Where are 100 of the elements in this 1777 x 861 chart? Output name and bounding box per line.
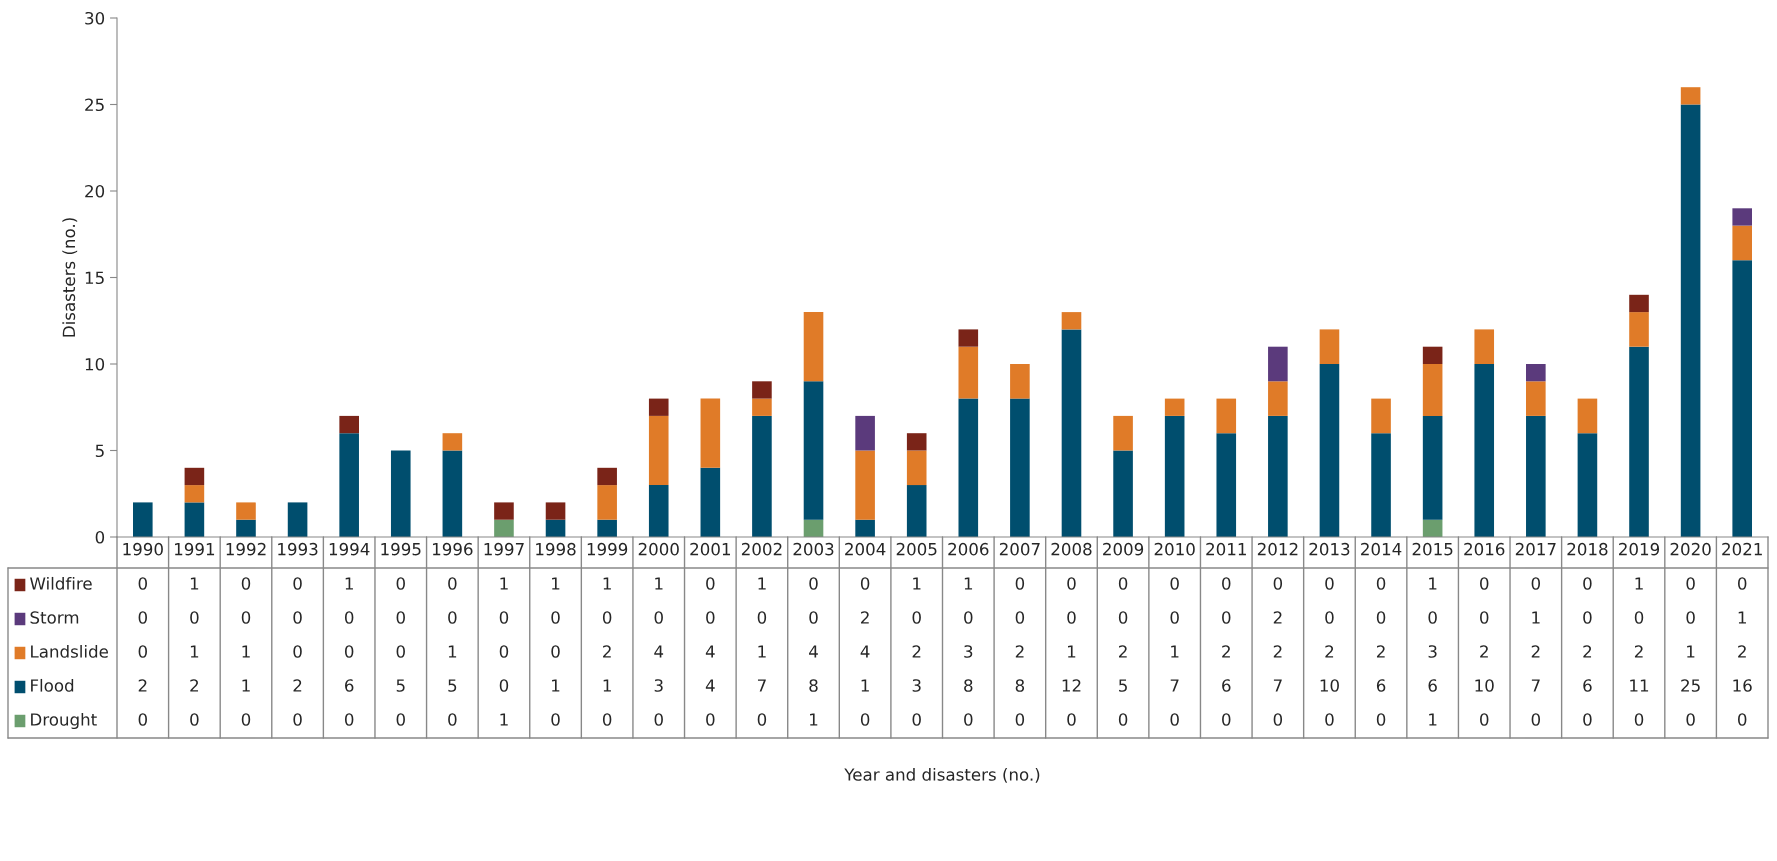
x-tick-label: 1996 <box>432 542 473 556</box>
data-label: 0 <box>1170 611 1179 624</box>
data-label: 0 <box>1273 577 1283 590</box>
bar <box>803 312 824 382</box>
data-label: 2 <box>138 679 147 692</box>
data-label: 0 <box>757 611 767 624</box>
bar <box>1422 364 1443 416</box>
legend-label: Drought <box>31 712 97 730</box>
data-label: 0 <box>964 611 973 624</box>
bar <box>700 398 721 468</box>
x-tick-label: 2021 <box>1722 542 1762 556</box>
data-label: 7 <box>1273 679 1282 692</box>
data-label: 1 <box>1738 611 1746 624</box>
bar <box>1422 415 1443 520</box>
y-axis-title: Disasters (no.) <box>62 218 78 337</box>
bar <box>855 450 875 520</box>
bar <box>752 415 772 537</box>
bar <box>1680 104 1701 537</box>
data-label: 2 <box>1480 645 1488 658</box>
data-label: 0 <box>1222 611 1231 624</box>
bar <box>1010 398 1030 537</box>
bar <box>1422 519 1443 537</box>
data-label: 1 <box>1532 611 1540 624</box>
data-label: 1 <box>500 713 508 726</box>
data-label: 0 <box>138 577 147 590</box>
bar <box>442 450 463 537</box>
bar <box>700 467 721 537</box>
data-label: 1 <box>1635 577 1643 590</box>
x-tick-label: 2017 <box>1515 542 1556 556</box>
y-tick-label: 30 <box>85 11 105 25</box>
bar <box>648 485 669 537</box>
data-label: 0 <box>912 611 921 624</box>
bar <box>803 381 824 520</box>
data-label: 4 <box>705 679 715 692</box>
x-tick-label: 1992 <box>226 542 266 556</box>
data-label: 0 <box>344 645 354 658</box>
data-label: 1 <box>552 679 560 692</box>
x-tick-label: 1998 <box>536 542 576 556</box>
data-label: 4 <box>860 645 870 658</box>
data-label: 0 <box>396 713 405 726</box>
data-label: 0 <box>241 611 251 624</box>
data-label: 0 <box>344 611 354 624</box>
bar <box>184 502 205 537</box>
legend-label: Flood <box>31 678 74 692</box>
data-label: 0 <box>190 611 199 624</box>
bar <box>1113 450 1133 537</box>
bar <box>958 398 979 537</box>
y-tick-label: 5 <box>95 444 104 458</box>
data-label: 10 <box>1475 679 1494 692</box>
bar <box>1577 433 1598 537</box>
x-tick-label: 1994 <box>329 542 370 556</box>
x-tick-label: 2001 <box>690 542 730 556</box>
data-label: 6 <box>1222 679 1231 692</box>
legend-label: Wildfire <box>30 576 92 590</box>
data-label: 0 <box>1118 611 1128 624</box>
data-label: 0 <box>654 611 663 624</box>
bar <box>1732 225 1753 261</box>
data-label: 5 <box>1119 679 1127 692</box>
x-tick-label: 2011 <box>1206 542 1246 556</box>
data-label: 1 <box>758 577 766 590</box>
data-label: 0 <box>293 611 302 624</box>
data-label: 0 <box>809 577 818 590</box>
data-label: 4 <box>809 645 818 658</box>
bar <box>236 519 256 537</box>
data-label: 5 <box>396 679 405 692</box>
bar <box>1010 364 1030 399</box>
data-label: 0 <box>1015 611 1025 624</box>
data-label: 1 <box>964 577 973 590</box>
data-label: 0 <box>1376 713 1386 726</box>
y-tick-label: 20 <box>85 184 105 198</box>
data-label: 2 <box>1376 645 1385 658</box>
data-label: 0 <box>1222 713 1231 726</box>
data-label: 2 <box>1531 645 1540 658</box>
data-label: 0 <box>1583 577 1592 590</box>
bar <box>1629 312 1649 347</box>
data-label: 6 <box>1583 679 1592 692</box>
data-label: 0 <box>757 713 767 726</box>
data-label: 0 <box>499 645 509 658</box>
data-label: 0 <box>551 713 560 726</box>
x-tick-label: 1991 <box>175 542 215 556</box>
data-label: 0 <box>1067 713 1076 726</box>
data-label: 2 <box>603 645 611 658</box>
data-label: 8 <box>809 679 818 692</box>
data-label: 0 <box>1583 713 1592 726</box>
bar <box>1061 329 1082 537</box>
data-label: 7 <box>1170 679 1179 692</box>
x-tick-label: 2019 <box>1619 542 1660 556</box>
bar <box>597 519 617 537</box>
bar <box>1371 433 1391 537</box>
data-label: 0 <box>1480 713 1489 726</box>
data-label: 1 <box>1068 645 1076 658</box>
data-label: 2 <box>1015 645 1024 658</box>
y-tick-label: 25 <box>85 98 104 112</box>
bar <box>1422 346 1443 364</box>
data-label: 0 <box>1325 611 1334 624</box>
x-tick-label: 1997 <box>484 542 524 556</box>
bar <box>1164 415 1185 537</box>
data-label: 0 <box>293 577 302 590</box>
bar <box>442 433 463 451</box>
data-label: 8 <box>964 679 973 692</box>
